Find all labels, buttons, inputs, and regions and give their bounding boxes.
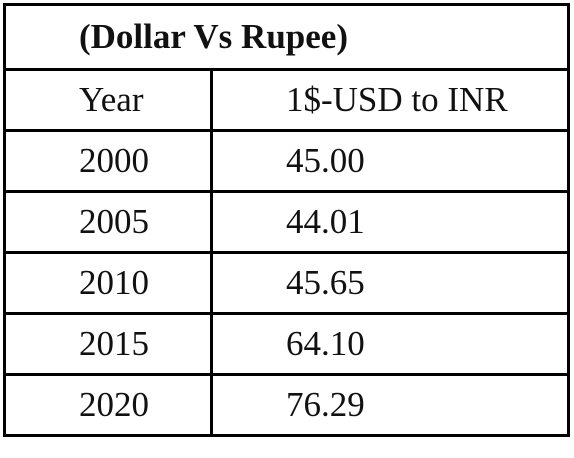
rate-cell: 76.29 [210, 373, 570, 437]
table-title: (Dollar Vs Rupee) [3, 3, 570, 71]
rate-table: (Dollar Vs Rupee) Year 1$-USD to INR 200… [3, 3, 570, 437]
rate-cell: 44.01 [210, 190, 570, 254]
header-row: Year 1$-USD to INR [3, 68, 570, 132]
table-body: (Dollar Vs Rupee) Year 1$-USD to INR 200… [3, 3, 570, 437]
data-row: 2020 76.29 [3, 373, 570, 437]
header-cell: 1$-USD to INR [210, 68, 570, 132]
data-row: 2010 45.65 [3, 251, 570, 315]
rate-cell: 45.00 [210, 129, 570, 193]
data-row: 2000 45.00 [3, 129, 570, 193]
rate-cell: 64.10 [210, 312, 570, 376]
year-cell: 2010 [3, 251, 213, 315]
header-cell: Year [3, 68, 213, 132]
data-row: 2005 44.01 [3, 190, 570, 254]
year-cell: 2000 [3, 129, 213, 193]
year-cell: 2005 [3, 190, 213, 254]
title-row: (Dollar Vs Rupee) [3, 3, 570, 71]
rate-cell: 45.65 [210, 251, 570, 315]
year-cell: 2015 [3, 312, 213, 376]
year-cell: 2020 [3, 373, 213, 437]
data-row: 2015 64.10 [3, 312, 570, 376]
